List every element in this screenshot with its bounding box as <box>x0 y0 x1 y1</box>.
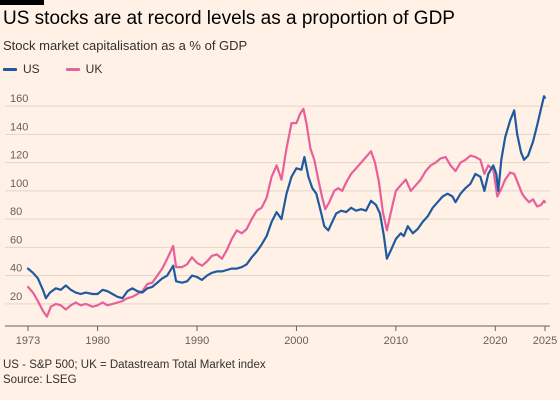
chart-footer: US - S&P 500; UK = Datastream Total Mark… <box>3 358 266 388</box>
y-tick-label-40: 40 <box>10 263 22 275</box>
source-note: US - S&P 500; UK = Datastream Total Mark… <box>3 359 266 371</box>
x-tick-label-1980: 1980 <box>85 335 109 347</box>
chart-legend: US UK <box>3 62 102 76</box>
x-tick-label-1990: 1990 <box>185 335 209 347</box>
x-tick-label-1973: 1973 <box>16 335 40 347</box>
legend-item-us: US <box>3 62 40 76</box>
y-tick-label-20: 20 <box>10 291 22 303</box>
legend-item-uk: UK <box>65 62 103 76</box>
legend-label-uk: UK <box>85 62 103 76</box>
y-tick-label-120: 120 <box>10 150 28 162</box>
legend-swatch-us <box>3 67 17 71</box>
y-tick-label-100: 100 <box>10 178 28 190</box>
series-line-us <box>26 95 547 300</box>
y-tick-label-80: 80 <box>10 206 22 218</box>
source-credit: Source: LSEG <box>3 374 77 386</box>
x-tick-label-2010: 2010 <box>384 335 408 347</box>
legend-swatch-uk <box>65 67 80 71</box>
y-tick-label-60: 60 <box>10 234 22 246</box>
x-tick-label-2000: 2000 <box>284 335 308 347</box>
brand-bar <box>0 0 44 5</box>
chart-title: US stocks are at record levels as a prop… <box>3 8 455 29</box>
series-line-uk <box>26 107 547 318</box>
chart-subtitle: Stock market capitalisation as a % of GD… <box>3 38 248 53</box>
y-tick-label-160: 160 <box>10 93 28 105</box>
y-tick-label-140: 140 <box>10 121 28 133</box>
x-tick-label-2020: 2020 <box>483 335 507 347</box>
x-tick-label-2025: 2025 <box>533 335 557 347</box>
legend-label-us: US <box>23 62 40 76</box>
